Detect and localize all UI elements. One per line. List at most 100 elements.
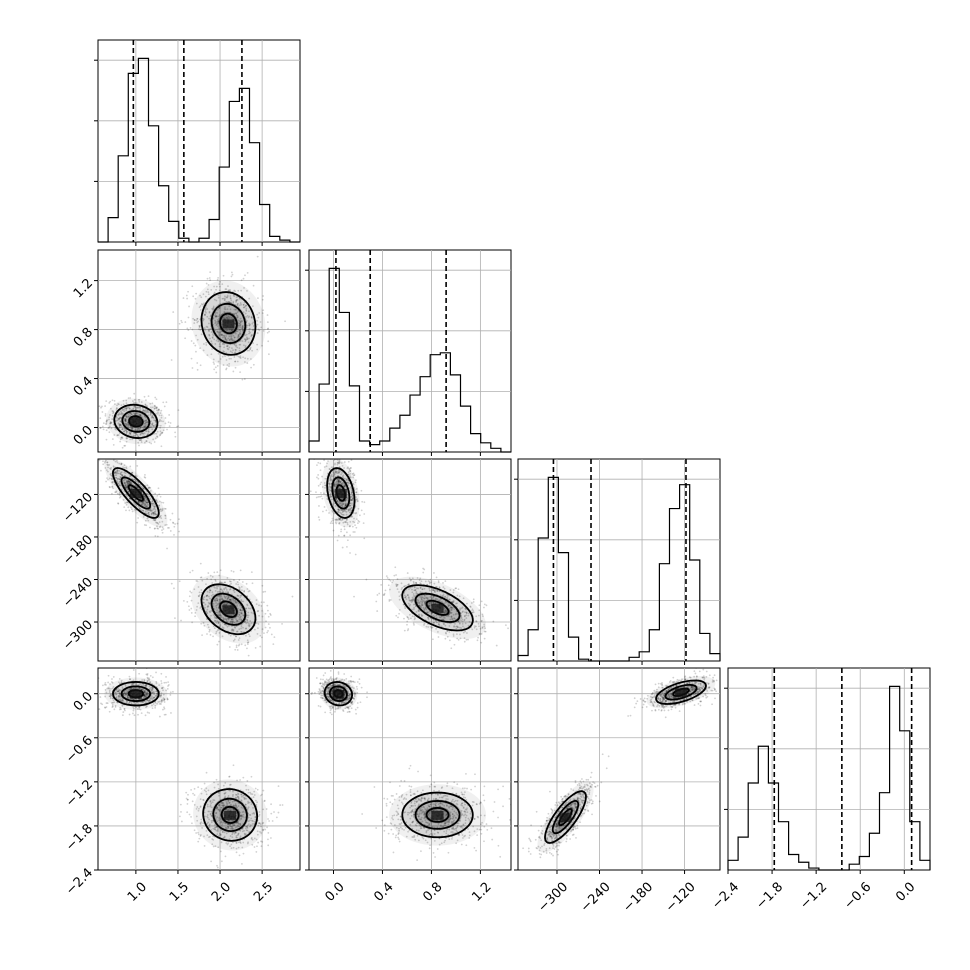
sample-point — [243, 338, 246, 341]
sample-point — [145, 399, 147, 402]
sample-point — [146, 501, 149, 503]
sample-point — [329, 478, 332, 481]
sample-point — [418, 604, 421, 607]
sample-point — [248, 624, 251, 627]
sample-point — [102, 428, 105, 431]
sample-point — [127, 425, 130, 427]
sample-point — [126, 423, 129, 426]
sample-point — [452, 599, 455, 602]
sample-point — [108, 710, 111, 713]
sample-point — [421, 614, 424, 617]
sample-point — [349, 504, 351, 507]
sample-point — [240, 625, 243, 628]
sample-point — [135, 433, 138, 436]
sample-point — [126, 480, 128, 483]
sample-point — [337, 534, 340, 537]
sample-point — [222, 334, 225, 337]
sample-point — [111, 492, 113, 495]
sample-point — [389, 588, 391, 591]
sample-point — [124, 418, 127, 421]
sample-point — [335, 483, 338, 485]
sample-point — [260, 326, 263, 329]
sample-point — [145, 524, 148, 527]
sample-point — [110, 407, 112, 410]
sample-point — [122, 711, 125, 713]
sample-point — [129, 438, 132, 441]
sample-point — [448, 607, 451, 610]
sample-point — [318, 505, 320, 507]
sample-point — [262, 295, 265, 297]
sample-point — [138, 708, 141, 710]
sample-point — [127, 423, 130, 426]
sample-point — [220, 614, 222, 617]
sample-point — [129, 482, 132, 485]
sample-point — [479, 627, 482, 630]
sample-point — [110, 421, 113, 424]
sample-point — [124, 444, 127, 447]
sample-point — [454, 613, 457, 616]
sample-point — [444, 637, 447, 640]
sample-point — [117, 434, 120, 436]
sample-point — [407, 594, 409, 596]
sample-point — [147, 679, 150, 682]
sample-point — [429, 596, 432, 598]
sample-point — [428, 587, 431, 590]
sample-point — [209, 602, 211, 605]
sample-point — [386, 576, 389, 579]
sample-point — [463, 618, 466, 621]
sample-point — [241, 327, 244, 330]
sample-point — [133, 714, 136, 717]
sample-point — [234, 366, 237, 369]
sample-point — [435, 620, 437, 622]
sample-point — [119, 473, 122, 475]
sample-point — [125, 479, 128, 482]
sample-point — [137, 406, 140, 409]
sample-point — [346, 482, 349, 484]
sample-point — [332, 459, 335, 461]
sample-point — [140, 432, 143, 435]
sample-point — [325, 494, 328, 497]
sample-point — [410, 599, 413, 601]
sample-point — [327, 482, 330, 485]
sample-point — [449, 604, 452, 607]
sample-point — [215, 315, 217, 318]
sample-point — [235, 620, 238, 622]
sample-point — [420, 582, 422, 585]
sample-point — [117, 502, 120, 505]
sample-point — [431, 597, 434, 600]
histogram-panel-0 — [94, 39, 301, 246]
sample-point — [143, 395, 146, 398]
sample-point — [420, 598, 423, 601]
sample-point — [128, 701, 131, 704]
sample-point — [149, 426, 151, 429]
sample-point — [341, 475, 344, 478]
sample-point — [239, 343, 242, 346]
sample-point — [126, 437, 129, 440]
sample-point — [99, 696, 102, 698]
sample-point — [134, 479, 137, 482]
density-contour — [326, 467, 356, 519]
sample-point — [199, 324, 202, 327]
sample-point — [119, 424, 122, 427]
sample-point — [461, 620, 464, 623]
sample-point — [145, 684, 148, 687]
sample-point — [239, 330, 242, 332]
sample-point — [159, 508, 162, 510]
sample-point — [233, 289, 236, 292]
sample-point — [257, 316, 260, 319]
sample-point — [354, 553, 357, 556]
sample-point — [462, 610, 464, 613]
sample-point — [266, 314, 269, 316]
sample-point — [122, 466, 124, 469]
sample-point — [406, 629, 409, 632]
sample-point — [223, 346, 226, 349]
sample-point — [269, 614, 272, 616]
sample-point — [116, 469, 119, 472]
sample-point — [245, 307, 248, 310]
sample-point — [140, 509, 143, 512]
sample-point — [206, 308, 209, 310]
sample-point — [248, 322, 251, 325]
sample-point — [337, 481, 339, 484]
sample-point — [155, 499, 158, 502]
sample-point — [153, 506, 156, 509]
